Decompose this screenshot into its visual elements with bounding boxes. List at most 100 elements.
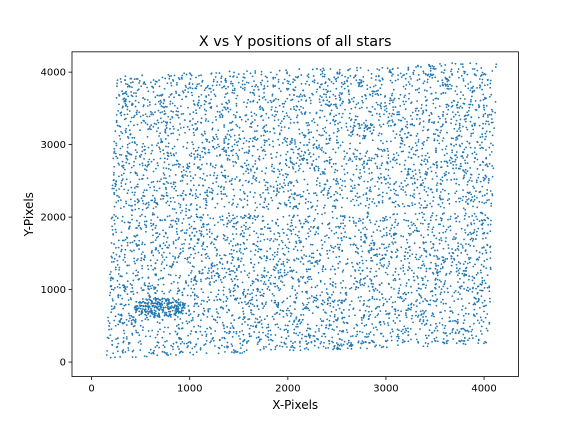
data-point xyxy=(369,123,372,126)
data-point xyxy=(462,157,465,159)
data-point xyxy=(259,81,262,84)
data-point xyxy=(458,106,461,109)
data-point xyxy=(341,299,344,302)
data-point xyxy=(326,253,329,255)
data-point xyxy=(242,142,245,145)
data-point xyxy=(418,169,421,172)
data-point xyxy=(308,336,311,339)
data-point xyxy=(184,174,187,176)
data-point xyxy=(233,319,236,321)
data-point xyxy=(192,247,195,250)
data-point xyxy=(443,69,446,71)
data-point xyxy=(488,162,491,165)
data-point xyxy=(448,252,451,255)
data-point xyxy=(404,331,406,334)
data-point xyxy=(126,158,129,161)
data-point xyxy=(454,238,456,241)
data-point xyxy=(478,322,481,324)
data-point xyxy=(475,153,478,156)
data-point xyxy=(421,222,424,225)
data-point xyxy=(300,98,303,101)
data-point xyxy=(203,344,206,346)
data-point xyxy=(469,325,471,328)
data-point xyxy=(205,199,207,202)
data-point xyxy=(143,98,146,101)
data-point xyxy=(256,101,259,104)
data-point xyxy=(298,167,301,170)
data-point xyxy=(251,154,254,157)
data-point xyxy=(431,121,433,124)
data-point xyxy=(449,215,452,218)
data-point xyxy=(120,248,123,251)
data-point xyxy=(129,171,132,174)
data-point xyxy=(481,301,484,304)
data-point xyxy=(128,204,130,207)
data-point xyxy=(403,103,406,106)
data-point xyxy=(162,152,165,155)
data-point xyxy=(135,78,138,80)
data-point xyxy=(168,332,171,335)
data-point xyxy=(447,192,450,195)
data-point xyxy=(168,75,171,78)
data-point xyxy=(303,254,306,256)
data-point xyxy=(193,158,196,160)
data-point xyxy=(289,195,291,198)
data-point xyxy=(330,310,333,313)
data-point xyxy=(216,202,219,205)
data-point xyxy=(208,282,211,285)
data-point xyxy=(420,66,422,68)
data-point xyxy=(399,93,402,96)
data-point xyxy=(115,113,118,116)
data-point xyxy=(350,345,353,348)
data-point xyxy=(377,194,380,197)
data-point xyxy=(313,344,316,347)
data-point xyxy=(159,244,162,246)
data-point xyxy=(454,158,457,161)
data-point xyxy=(195,213,198,216)
data-point xyxy=(124,92,127,94)
data-point xyxy=(175,113,178,116)
data-point xyxy=(137,207,140,210)
data-point xyxy=(313,299,316,302)
data-point xyxy=(217,273,220,275)
data-point xyxy=(126,286,128,288)
data-point xyxy=(484,132,487,135)
data-point xyxy=(159,111,162,114)
data-point xyxy=(310,262,312,265)
data-point xyxy=(418,302,421,304)
data-point xyxy=(446,257,449,260)
data-point xyxy=(193,288,196,290)
data-point xyxy=(187,106,189,109)
data-point xyxy=(402,150,404,153)
data-point xyxy=(197,251,200,254)
data-point xyxy=(164,129,167,132)
data-point xyxy=(400,139,403,142)
data-point xyxy=(308,228,310,230)
data-point xyxy=(217,312,220,315)
data-point xyxy=(422,300,424,303)
data-point xyxy=(255,139,258,141)
data-point xyxy=(363,233,366,236)
data-point xyxy=(413,124,415,127)
data-point xyxy=(189,113,191,115)
data-point xyxy=(427,187,430,189)
data-point xyxy=(341,184,343,187)
data-point xyxy=(138,239,141,242)
data-point xyxy=(136,123,139,126)
data-point xyxy=(412,153,415,156)
data-point xyxy=(381,235,384,238)
data-point xyxy=(203,89,206,92)
data-point xyxy=(331,340,333,343)
data-point xyxy=(342,227,345,230)
data-point xyxy=(410,177,413,179)
data-point xyxy=(365,259,368,262)
data-point xyxy=(391,81,394,84)
data-point xyxy=(134,321,137,324)
data-point xyxy=(277,207,280,209)
data-point xyxy=(270,157,273,159)
data-point xyxy=(148,163,150,166)
data-point xyxy=(204,343,207,345)
data-point xyxy=(485,104,488,107)
data-point xyxy=(484,214,487,217)
data-point xyxy=(200,233,203,236)
